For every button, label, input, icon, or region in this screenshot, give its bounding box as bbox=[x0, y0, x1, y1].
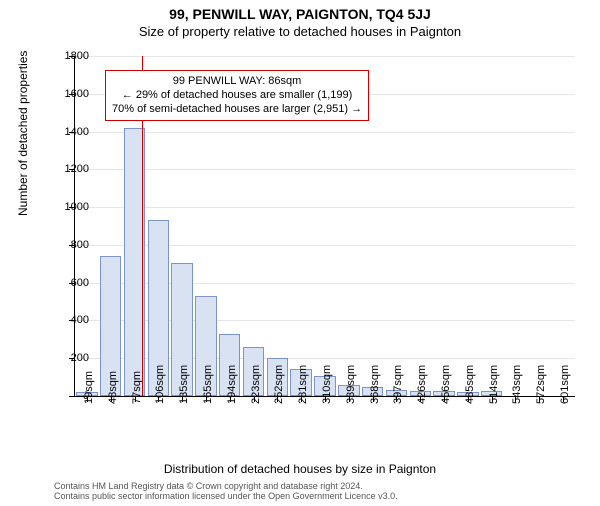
x-tick-label: 397sqm bbox=[392, 365, 404, 404]
page-title: 99, PENWILL WAY, PAIGNTON, TQ4 5JJ bbox=[0, 6, 600, 22]
x-tick-label: 572sqm bbox=[535, 365, 547, 404]
x-tick-label: 543sqm bbox=[511, 365, 523, 404]
x-tick-label: 252sqm bbox=[273, 365, 285, 404]
footer: Contains HM Land Registry data © Crown c… bbox=[54, 481, 398, 502]
y-tick-label: 600 bbox=[49, 277, 89, 289]
page-subtitle: Size of property relative to detached ho… bbox=[0, 24, 600, 39]
x-tick-label: 19sqm bbox=[83, 371, 95, 404]
x-tick-label: 601sqm bbox=[559, 365, 571, 404]
annotation-line: 70% of semi-detached houses are larger (… bbox=[112, 103, 362, 117]
gridline bbox=[75, 132, 575, 133]
y-axis-label: Number of detached properties bbox=[16, 51, 30, 216]
gridline bbox=[75, 207, 575, 208]
y-tick-label: 1800 bbox=[49, 50, 89, 62]
x-tick-label: 135sqm bbox=[178, 365, 190, 404]
x-tick-label: 310sqm bbox=[321, 365, 333, 404]
y-tick-label: 1200 bbox=[49, 163, 89, 175]
annotation-line: ← 29% of detached houses are smaller (1,… bbox=[112, 89, 362, 103]
y-tick-label: 400 bbox=[49, 314, 89, 326]
x-tick-label: 456sqm bbox=[440, 365, 452, 404]
y-tick-label: 1400 bbox=[49, 126, 89, 138]
x-tick-label: 339sqm bbox=[345, 365, 357, 404]
gridline bbox=[75, 169, 575, 170]
y-tick-label: 1600 bbox=[49, 88, 89, 100]
x-tick-label: 514sqm bbox=[488, 365, 500, 404]
x-tick-label: 194sqm bbox=[226, 365, 238, 404]
x-tick-label: 223sqm bbox=[250, 365, 262, 404]
x-tick-label: 368sqm bbox=[369, 365, 381, 404]
y-tick-label: 800 bbox=[49, 239, 89, 251]
chart-area: 02004006008001000120014001600180019sqm48… bbox=[54, 56, 574, 426]
x-tick-label: 106sqm bbox=[154, 365, 166, 404]
x-tick-label: 165sqm bbox=[202, 365, 214, 404]
gridline bbox=[75, 56, 575, 57]
x-tick-label: 281sqm bbox=[297, 365, 309, 404]
y-tick-label: 1000 bbox=[49, 201, 89, 213]
x-tick-label: 426sqm bbox=[416, 365, 428, 404]
x-tick-label: 485sqm bbox=[464, 365, 476, 404]
x-tick-label: 77sqm bbox=[131, 371, 143, 404]
x-tick-label: 48sqm bbox=[107, 371, 119, 404]
annotation-line: 99 PENWILL WAY: 86sqm bbox=[112, 75, 362, 89]
annotation-box: 99 PENWILL WAY: 86sqm← 29% of detached h… bbox=[105, 70, 369, 121]
footer-line-1: Contains HM Land Registry data © Crown c… bbox=[54, 481, 398, 491]
x-axis-label: Distribution of detached houses by size … bbox=[0, 462, 600, 476]
plot-region: 02004006008001000120014001600180019sqm48… bbox=[74, 56, 575, 397]
y-tick-label: 200 bbox=[49, 352, 89, 364]
footer-line-2: Contains public sector information licen… bbox=[54, 491, 398, 501]
